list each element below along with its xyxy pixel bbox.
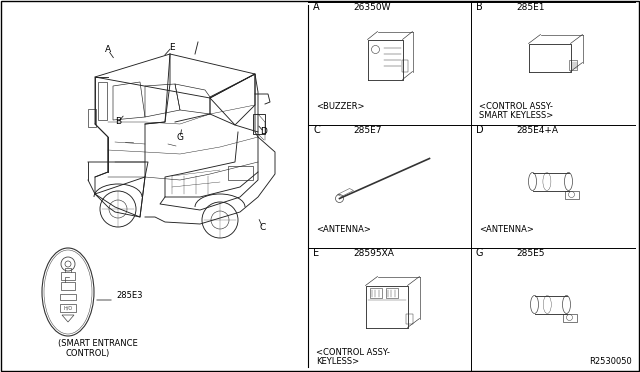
Text: A: A bbox=[105, 45, 111, 55]
Text: C: C bbox=[313, 125, 320, 135]
Bar bbox=[563, 314, 577, 321]
Text: E: E bbox=[313, 248, 319, 258]
Text: <BUZZER>: <BUZZER> bbox=[316, 102, 365, 111]
Bar bbox=[61, 282, 75, 290]
Bar bbox=[369, 288, 381, 298]
Text: D: D bbox=[260, 128, 268, 137]
Text: G: G bbox=[177, 134, 184, 142]
Text: (SMART ENTRANCE: (SMART ENTRANCE bbox=[58, 339, 138, 348]
Text: B: B bbox=[476, 2, 483, 12]
Text: R2530050: R2530050 bbox=[589, 357, 632, 366]
Bar bbox=[253, 114, 265, 134]
Text: B: B bbox=[115, 118, 121, 126]
Text: C: C bbox=[260, 224, 266, 232]
Text: 285E7: 285E7 bbox=[353, 126, 381, 135]
Text: 285E4+A: 285E4+A bbox=[516, 126, 558, 135]
Text: KEYLESS>: KEYLESS> bbox=[316, 357, 359, 366]
Text: <ANTENNA>: <ANTENNA> bbox=[479, 225, 534, 234]
Text: 28595XA: 28595XA bbox=[353, 249, 394, 258]
Text: 26350W: 26350W bbox=[353, 3, 390, 12]
Bar bbox=[568, 60, 577, 70]
Text: 285E1: 285E1 bbox=[516, 3, 545, 12]
Bar bbox=[564, 190, 579, 199]
Bar bbox=[406, 314, 413, 324]
Text: CONTROL): CONTROL) bbox=[66, 349, 110, 358]
Bar bbox=[60, 294, 76, 300]
Text: 285E3: 285E3 bbox=[116, 291, 143, 300]
Text: SMART KEYLESS>: SMART KEYLESS> bbox=[479, 111, 553, 120]
Text: D: D bbox=[476, 125, 484, 135]
Text: <CONTROL ASSY-: <CONTROL ASSY- bbox=[479, 102, 553, 111]
Bar bbox=[228, 166, 253, 180]
Bar bbox=[60, 304, 76, 312]
Bar bbox=[401, 60, 408, 71]
Text: H/O: H/O bbox=[63, 305, 72, 311]
Bar bbox=[385, 288, 397, 298]
Text: G: G bbox=[476, 248, 483, 258]
Bar bbox=[88, 109, 96, 127]
Bar bbox=[61, 272, 75, 280]
Text: E: E bbox=[169, 42, 175, 51]
Text: 285E5: 285E5 bbox=[516, 249, 545, 258]
Text: <CONTROL ASSY-: <CONTROL ASSY- bbox=[316, 348, 390, 357]
Text: <ANTENNA>: <ANTENNA> bbox=[316, 225, 371, 234]
Text: A: A bbox=[313, 2, 319, 12]
